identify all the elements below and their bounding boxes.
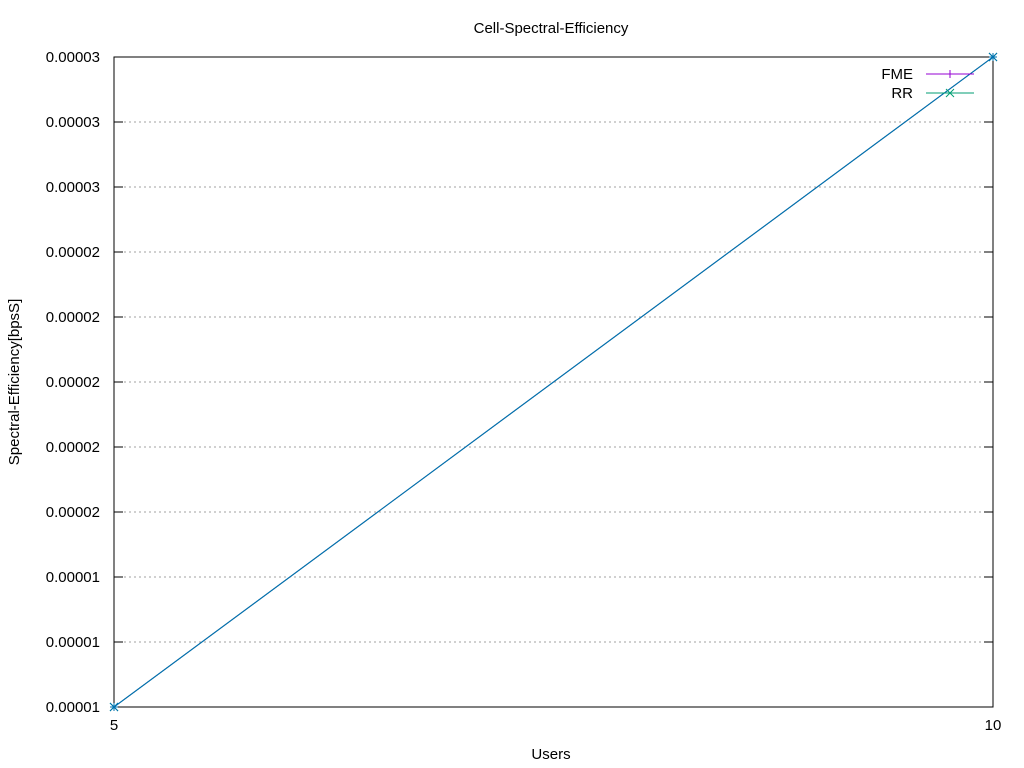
series-group bbox=[109, 52, 998, 712]
legend-marker-fme bbox=[946, 70, 954, 78]
overlap-point-cross bbox=[988, 52, 998, 62]
y-tick-label: 0.00003 bbox=[46, 49, 100, 66]
y-tick-label: 0.00003 bbox=[46, 114, 100, 131]
y-axis-label: Spectral-Efficiency[bpsS] bbox=[6, 299, 23, 465]
legend-marker-rr bbox=[945, 88, 955, 98]
legend-label-rr: RR bbox=[891, 85, 913, 102]
y-tick-label: 0.00002 bbox=[46, 439, 100, 456]
chart-title: Cell-Spectral-Efficiency bbox=[474, 20, 629, 37]
overlap-point-cross bbox=[109, 702, 119, 712]
y-tick-label: 0.00002 bbox=[46, 504, 100, 521]
y-tick-label: 0.00001 bbox=[46, 634, 100, 651]
y-tick-label: 0.00001 bbox=[46, 699, 100, 716]
axis-ticks: 0.00001 0.00001 0.00001 0.00002 0.00002 0.000… bbox=[46, 49, 1002, 734]
legend-label-fme: FME bbox=[881, 66, 913, 83]
y-tick-label: 0.00001 bbox=[46, 569, 100, 586]
y-tick-label: 0.00003 bbox=[46, 179, 100, 196]
y-tick-label: 0.00002 bbox=[46, 374, 100, 391]
legend: FME RR bbox=[881, 66, 974, 102]
grid-lines bbox=[114, 121, 993, 643]
x-tick-label: 5 bbox=[110, 717, 118, 734]
x-tick-label: 10 bbox=[985, 717, 1002, 734]
y-tick-label: 0.00002 bbox=[46, 244, 100, 261]
series-overlap-line bbox=[113, 56, 994, 708]
x-axis-label: Users bbox=[531, 746, 570, 763]
y-tick-label: 0.00002 bbox=[46, 309, 100, 326]
